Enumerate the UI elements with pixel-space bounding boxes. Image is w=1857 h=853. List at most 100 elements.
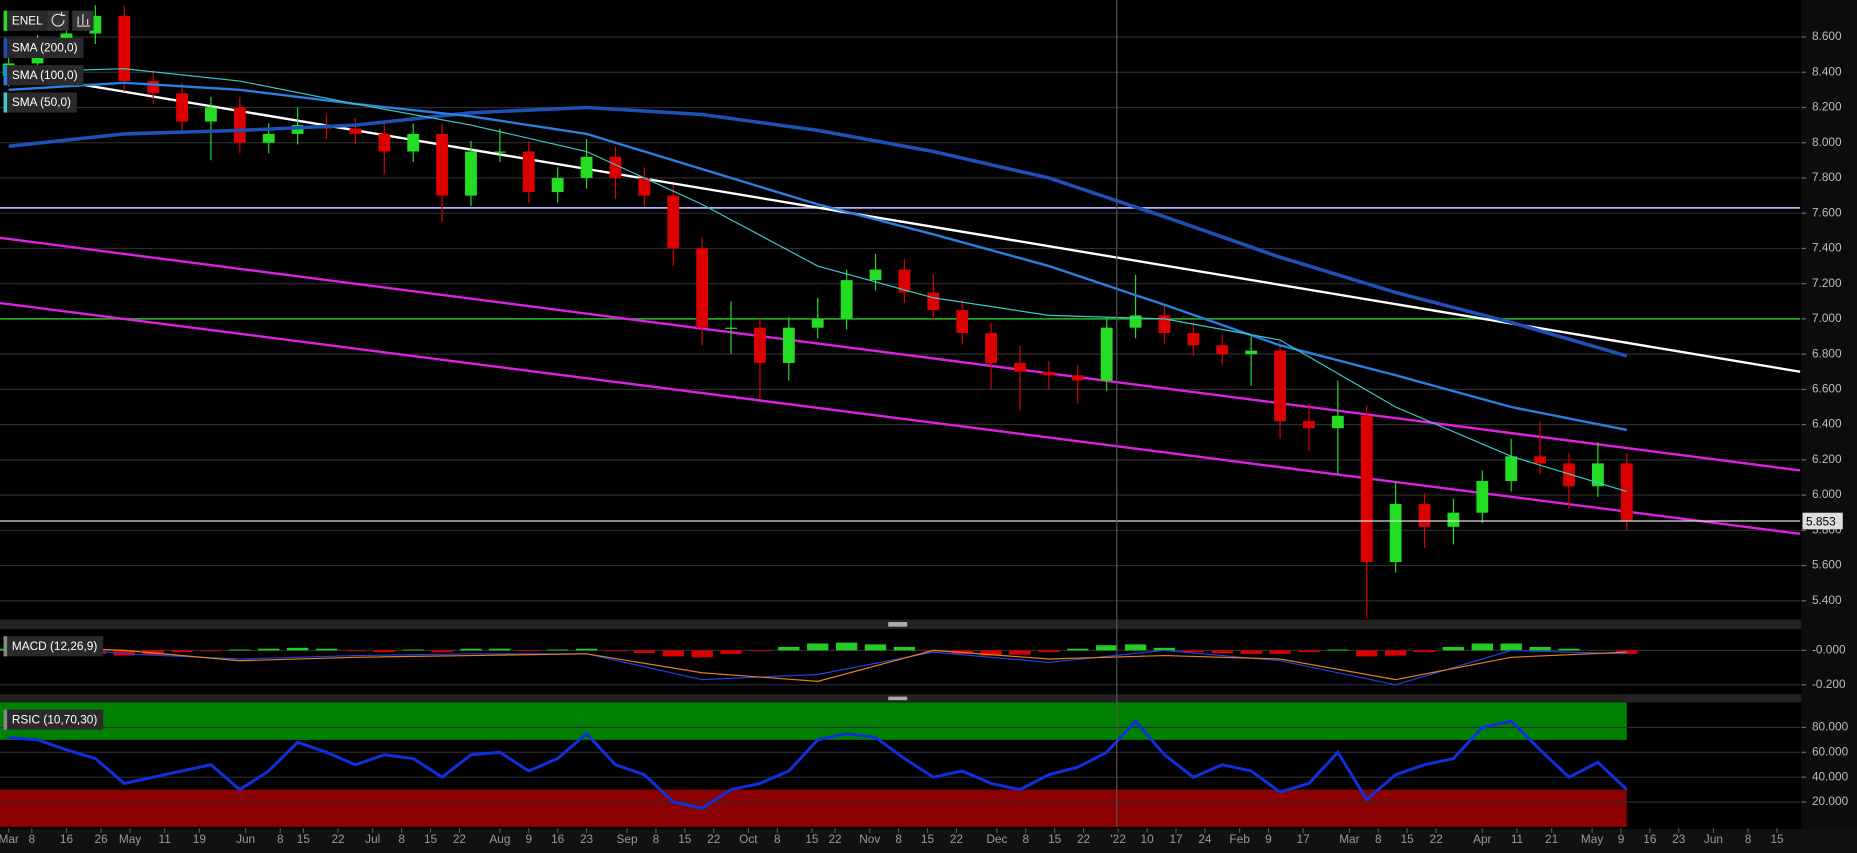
x-tick-label: 15 — [1401, 832, 1415, 846]
x-tick-label: 22 — [453, 832, 466, 846]
x-tick-label: 21 — [1545, 832, 1558, 846]
x-tick-label: 22 — [950, 832, 963, 846]
x-tick-label: Jun — [236, 832, 255, 846]
histogram-bar — [604, 650, 627, 652]
x-tick-label: 17 — [1297, 832, 1310, 846]
divider-grip[interactable] — [888, 621, 908, 627]
x-tick-label: 11 — [159, 832, 171, 846]
histogram-bar — [489, 648, 511, 651]
histogram-bar — [1211, 650, 1233, 653]
indicator-label-box[interactable] — [3, 92, 77, 113]
x-axis-area — [0, 829, 1857, 853]
candle-body — [782, 327, 795, 363]
histogram-bar — [893, 646, 916, 651]
histogram-bar — [1384, 650, 1407, 656]
candle-body — [349, 128, 362, 134]
candle-body — [1129, 315, 1142, 328]
histogram-bar — [1356, 650, 1378, 657]
candle-body — [493, 151, 506, 153]
x-tick-label: 11 — [1511, 832, 1523, 846]
candle-body — [1331, 415, 1344, 429]
histogram-bar — [1038, 650, 1060, 653]
histogram-bar — [749, 650, 771, 652]
histogram-bar — [402, 649, 424, 651]
y-tick-label: 8.400 — [1812, 64, 1842, 78]
x-tick-label: 8 — [277, 832, 284, 846]
indicator-label-box[interactable] — [3, 37, 84, 59]
x-tick-label: 8 — [895, 832, 902, 846]
candle-body — [407, 133, 420, 152]
x-tick-label: 8 — [1022, 832, 1029, 846]
histogram-bar — [1442, 646, 1465, 651]
moving-average-line — [8, 81, 1628, 432]
divider-grip[interactable] — [888, 696, 908, 701]
candle-body — [436, 133, 449, 196]
histogram-bar — [1153, 647, 1176, 651]
x-tick-label: 9 — [525, 832, 532, 846]
candle-body — [1187, 332, 1200, 346]
candle-body — [1534, 456, 1547, 464]
candle-body — [580, 156, 593, 178]
x-tick-label: 9 — [1265, 832, 1272, 846]
macd-line — [8, 641, 1627, 686]
candle-body — [1245, 350, 1258, 355]
histogram-bar — [460, 648, 482, 651]
x-tick-label: 23 — [580, 832, 594, 846]
x-tick-label: 15 — [921, 832, 935, 846]
candle-body — [638, 177, 651, 196]
y-tick-label: 60.000 — [1812, 744, 1849, 758]
candle-body — [89, 15, 102, 34]
candle-body — [1505, 456, 1518, 481]
indicator-label-box[interactable] — [3, 10, 49, 31]
chart-type-icon — [76, 14, 91, 27]
candle-body — [465, 151, 477, 196]
candle-body — [1389, 503, 1402, 563]
x-tick-label: Mar — [0, 832, 19, 846]
y-tick-label: 5.400 — [1812, 593, 1842, 607]
last-price-label: 5.853 — [1806, 514, 1836, 528]
histogram-bar — [547, 649, 569, 651]
candle-body — [754, 327, 766, 363]
candle-body — [1591, 463, 1604, 487]
candle-body — [1563, 463, 1575, 487]
histogram-bar — [1067, 648, 1089, 651]
candle-body — [696, 248, 709, 328]
x-tick-label: 15 — [678, 832, 692, 846]
candle-body — [609, 156, 622, 178]
indicator-label-box[interactable] — [3, 65, 84, 86]
y-tick-label: 8.200 — [1812, 100, 1842, 114]
candle-body — [551, 177, 564, 193]
histogram-bar — [807, 643, 829, 651]
x-tick-label: 16 — [551, 832, 565, 846]
candle-body — [1216, 345, 1229, 355]
indicator-label-box[interactable] — [3, 709, 104, 730]
candle-body — [1042, 371, 1055, 376]
histogram-bar — [229, 649, 251, 651]
rsi-zone — [0, 789, 1627, 827]
candle-body — [927, 292, 940, 311]
indicator-label-box[interactable] — [3, 636, 104, 657]
histogram-bar — [1529, 646, 1551, 651]
indicator-label: MACD (12,26,9) — [12, 639, 97, 653]
x-tick-label: 23 — [1672, 832, 1686, 846]
candle-body — [1158, 315, 1171, 333]
y-tick-label: 8.600 — [1812, 29, 1842, 43]
histogram-bar — [113, 650, 135, 656]
y-tick-label: 7.000 — [1812, 311, 1842, 325]
x-tick-label: 15 — [805, 832, 819, 846]
histogram-bar — [1558, 648, 1580, 651]
x-tick-label: 22 — [1429, 832, 1442, 846]
x-tick-label: Jul — [365, 832, 380, 846]
y-tick-label: -0.000 — [1812, 643, 1846, 657]
candle-body — [1447, 512, 1460, 527]
histogram-bar — [1182, 650, 1205, 653]
x-tick-label: May — [119, 832, 141, 846]
candle-body — [898, 269, 911, 293]
candle-body — [840, 280, 853, 319]
histogram-bar — [1471, 643, 1493, 651]
moving-average-line — [8, 68, 1627, 493]
histogram-bar — [720, 650, 742, 654]
